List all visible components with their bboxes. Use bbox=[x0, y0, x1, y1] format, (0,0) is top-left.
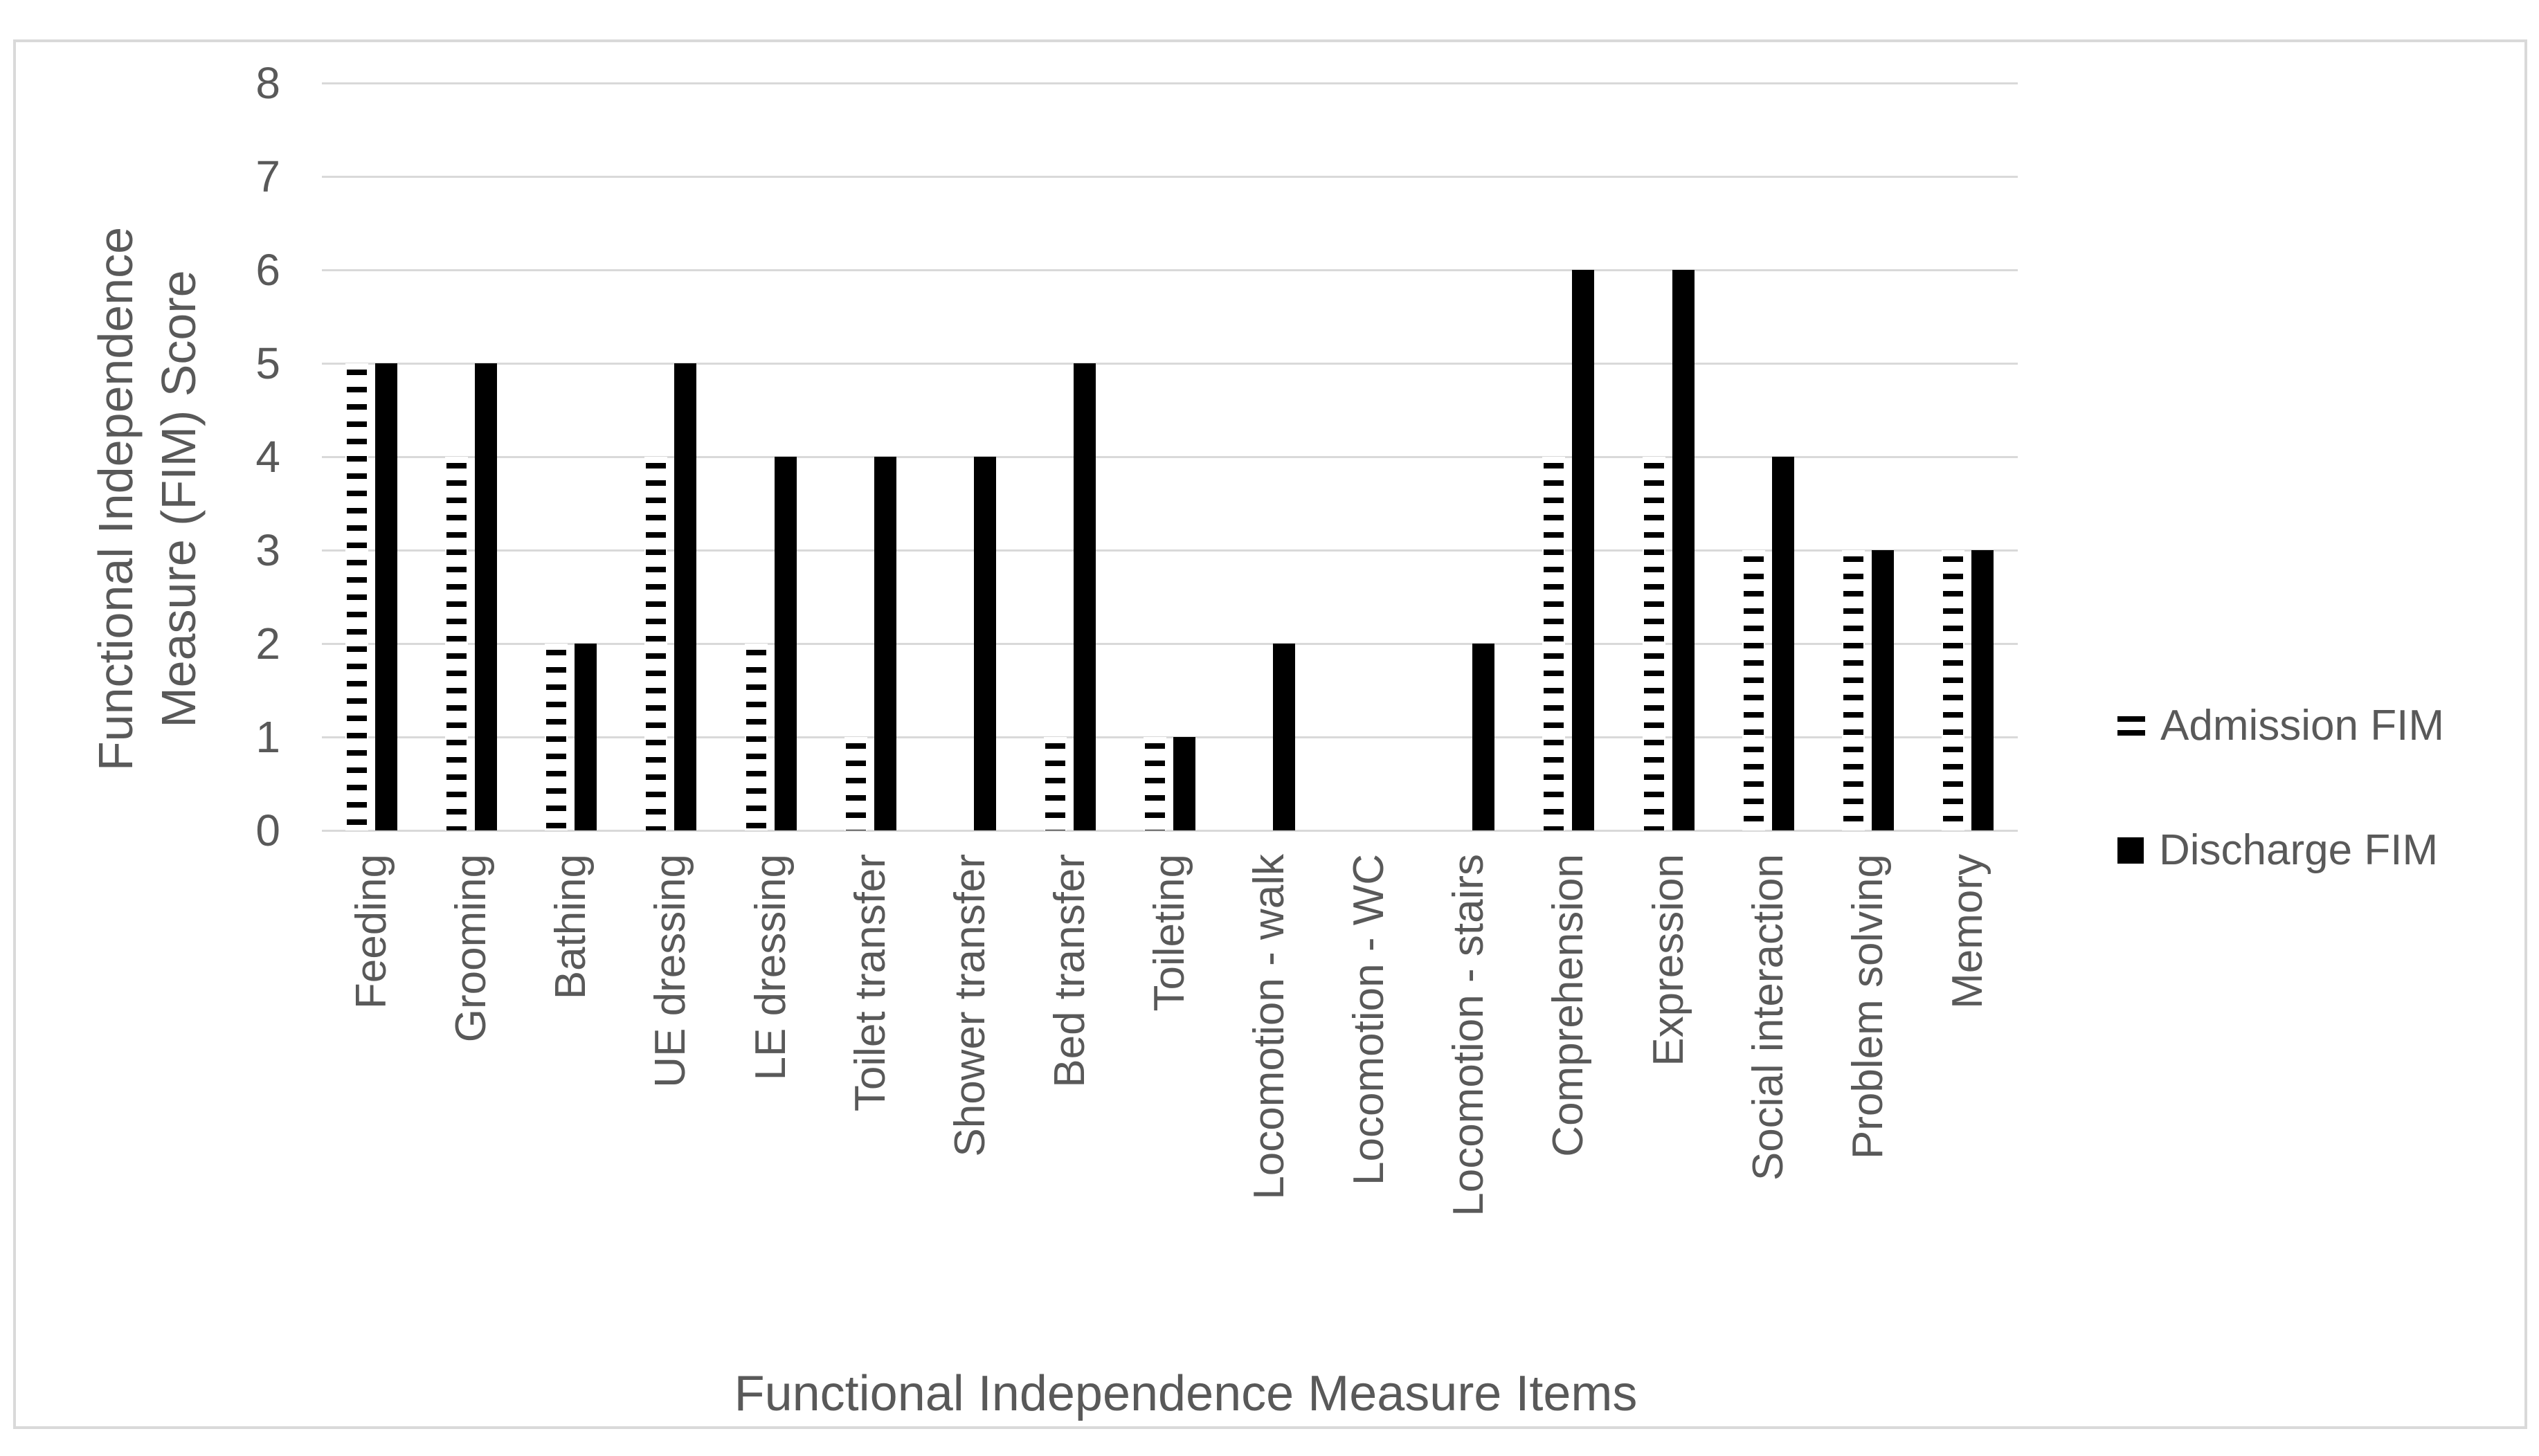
x-axis-category-label: LE dressing bbox=[746, 854, 795, 1081]
admission-bar-LE dressing bbox=[744, 644, 768, 830]
y-axis-tick-label: 4 bbox=[255, 432, 280, 482]
x-axis-category-label: Toilet transfer bbox=[846, 854, 894, 1112]
y-axis-tick-label: 3 bbox=[255, 525, 280, 575]
x-axis-category-label: Bathing bbox=[547, 854, 595, 1000]
admission-dashed-swatch-icon bbox=[2117, 716, 2145, 736]
discharge-bar-Grooming bbox=[475, 363, 498, 830]
y-axis-title: Functional Independence Measure (FIM) Sc… bbox=[84, 227, 210, 771]
y-axis-tick-label: 6 bbox=[255, 245, 280, 295]
x-axis-category-label: UE dressing bbox=[647, 854, 695, 1088]
legend-item-discharge: Discharge FIM bbox=[2117, 826, 2438, 875]
x-axis-category-label: Social interaction bbox=[1744, 854, 1792, 1181]
admission-bar-Grooming bbox=[445, 457, 469, 830]
admission-bar-Toileting bbox=[1144, 737, 1166, 830]
discharge-bar-UE dressing bbox=[674, 363, 697, 830]
discharge-bar-Memory bbox=[1971, 550, 1994, 830]
x-axis-title: Functional Independence Measure Items bbox=[734, 1366, 1638, 1421]
admission-bar-Bed transfer bbox=[1043, 737, 1067, 830]
admission-bar-Social interaction bbox=[1742, 550, 1765, 830]
x-axis-category-label: Problem solving bbox=[1843, 854, 1892, 1160]
discharge-bar-Locomotion - walk bbox=[1273, 644, 1296, 830]
admission-bar-Toilet transfer bbox=[844, 737, 867, 830]
discharge-bar-Toilet transfer bbox=[874, 457, 896, 830]
legend-label-discharge: Discharge FIM bbox=[2159, 826, 2439, 874]
legend-label-admission: Admission FIM bbox=[2160, 702, 2444, 749]
admission-bar-Memory bbox=[1941, 550, 1964, 830]
x-axis-category-label: Locomotion - stairs bbox=[1445, 854, 1493, 1217]
y-axis-tick-label: 8 bbox=[255, 58, 280, 108]
x-axis-category-label: Bed transfer bbox=[1045, 854, 1094, 1088]
gridline-y-6 bbox=[322, 269, 2018, 271]
x-axis-category-label: Comprehension bbox=[1544, 854, 1593, 1157]
y-axis-tick-label: 0 bbox=[255, 806, 280, 855]
gridline-y-1 bbox=[322, 736, 2018, 738]
plot-area bbox=[322, 82, 2018, 832]
chart-frame: Functional Independence Measure (FIM) Sc… bbox=[13, 39, 2527, 1429]
discharge-bar-Problem solving bbox=[1871, 550, 1894, 830]
discharge-bar-LE dressing bbox=[774, 457, 797, 830]
gridline-y-2 bbox=[322, 643, 2018, 645]
gridline-y-5 bbox=[322, 363, 2018, 365]
admission-bar-Bathing bbox=[545, 644, 568, 830]
gridline-y-8 bbox=[322, 82, 2018, 84]
gridline-y-0 bbox=[322, 830, 2018, 832]
discharge-bar-Expression bbox=[1672, 270, 1695, 830]
discharge-solid-swatch-icon bbox=[2117, 837, 2144, 864]
x-axis-category-label: Toileting bbox=[1146, 854, 1193, 1012]
x-axis-category-label: Memory bbox=[1943, 854, 1991, 1009]
gridline-y-3 bbox=[322, 549, 2018, 552]
discharge-bar-Shower transfer bbox=[973, 457, 996, 830]
y-axis-tick-label: 2 bbox=[255, 619, 280, 668]
x-axis-category-label: Locomotion - walk bbox=[1245, 854, 1294, 1200]
admission-bar-Problem solving bbox=[1841, 550, 1865, 830]
y-axis-tick-label: 5 bbox=[255, 338, 280, 388]
y-axis-tick-label: 1 bbox=[255, 712, 280, 762]
discharge-bar-Locomotion - stairs bbox=[1472, 644, 1495, 830]
discharge-bar-Feeding bbox=[375, 363, 398, 830]
discharge-bar-Toileting bbox=[1173, 737, 1195, 830]
admission-bar-Expression bbox=[1642, 457, 1665, 830]
x-axis-category-label: Expression bbox=[1644, 854, 1692, 1066]
y-axis-tick-label: 7 bbox=[255, 152, 280, 201]
discharge-bar-Comprehension bbox=[1572, 270, 1595, 830]
admission-bar-Comprehension bbox=[1542, 457, 1566, 830]
gridline-y-4 bbox=[322, 456, 2018, 458]
gridline-y-7 bbox=[322, 176, 2018, 178]
legend-item-admission: Admission FIM bbox=[2117, 701, 2444, 750]
admission-bar-UE dressing bbox=[644, 457, 668, 830]
discharge-bar-Bathing bbox=[575, 644, 597, 830]
discharge-bar-Bed transfer bbox=[1073, 363, 1096, 830]
x-axis-category-label: Locomotion - WC bbox=[1345, 854, 1393, 1185]
x-axis-category-label: Grooming bbox=[447, 854, 496, 1043]
y-axis-title-line1: Functional Independence bbox=[89, 226, 143, 772]
x-axis-category-label: Feeding bbox=[347, 854, 396, 1010]
discharge-bar-Social interaction bbox=[1771, 457, 1794, 830]
admission-bar-Feeding bbox=[345, 363, 369, 830]
x-axis-category-label: Shower transfer bbox=[946, 854, 994, 1157]
